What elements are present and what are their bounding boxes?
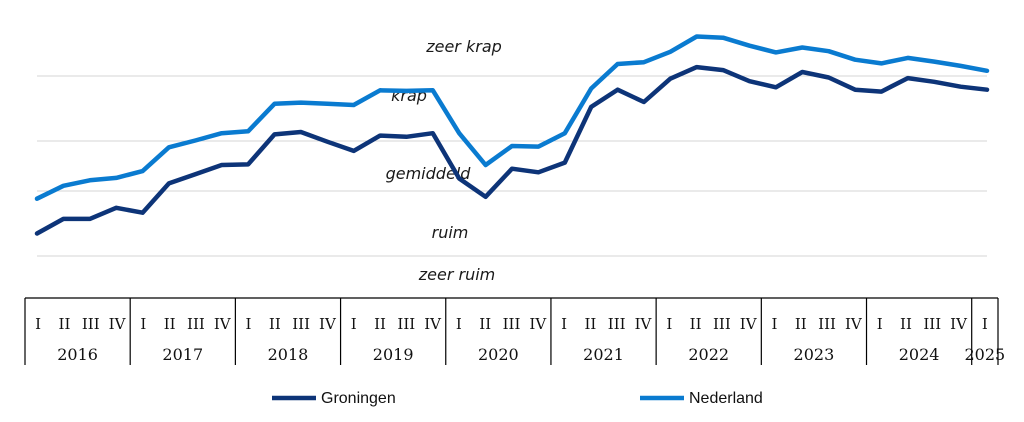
quarter-tick-label: II	[795, 315, 807, 333]
quarter-tick-label: IV	[845, 315, 863, 333]
quarter-tick-label: IV	[319, 315, 337, 333]
quarter-tick-label: I	[246, 315, 252, 333]
quarter-tick-label: IV	[740, 315, 758, 333]
series-lines	[34, 34, 990, 236]
quarter-tick-label: III	[713, 315, 731, 333]
quarter-tick-label: I	[666, 315, 672, 333]
quarter-tick-label: IV	[214, 315, 232, 333]
quarter-tick-label: II	[59, 315, 71, 333]
x-axis-table: I II III IV I II III IV I II III IV I II III IV I II III IV…	[24, 297, 1005, 365]
series-line-nederland	[34, 34, 990, 201]
band-label-zeer-ruim: zeer ruim	[418, 265, 496, 284]
quarter-tick-label: I	[140, 315, 146, 333]
year-tick-label: 2024	[899, 345, 940, 364]
quarter-tick-label: II	[269, 315, 281, 333]
quarter-tick-label: III	[292, 315, 310, 333]
band-label-zeer-krap: zeer krap	[425, 37, 502, 56]
quarter-tick-label: IV	[635, 315, 653, 333]
quarter-tick-label: II	[690, 315, 702, 333]
quarter-tick-label: II	[479, 315, 491, 333]
quarter-tick-label: III	[818, 315, 836, 333]
quarter-tick-label: III	[82, 315, 100, 333]
quarter-tick-label: II	[164, 315, 176, 333]
year-tick-label: 2017	[162, 345, 203, 364]
quarter-tick-label: III	[187, 315, 205, 333]
quarter-tick-label: III	[503, 315, 521, 333]
year-tick-label: 2016	[57, 345, 98, 364]
quarter-tick-label: I	[561, 315, 567, 333]
quarter-tick-label: II	[584, 315, 596, 333]
quarter-tick-label: I	[877, 315, 883, 333]
legend-label-groningen: Groningen	[321, 390, 396, 407]
quarter-tick-label: II	[900, 315, 912, 333]
legend: Groningen Nederland	[272, 390, 763, 407]
band-label-gemiddeld: gemiddeld	[386, 164, 472, 183]
quarter-tick-label: III	[608, 315, 626, 333]
quarter-tick-label: IV	[529, 315, 547, 333]
quarter-tick-label: III	[923, 315, 941, 333]
quarter-tick-label: III	[397, 315, 415, 333]
quarter-tick-label: I	[982, 315, 988, 333]
band-labels: zeer krap krap gemiddeld ruim zeer ruim	[386, 37, 502, 284]
year-tick-label: 2025	[964, 345, 1005, 364]
quarter-tick-label: IV	[950, 315, 968, 333]
year-tick-label: 2021	[583, 345, 624, 364]
band-label-ruim: ruim	[432, 223, 469, 242]
year-tick-label: 2022	[688, 345, 729, 364]
year-tick-label: 2018	[268, 345, 309, 364]
quarter-tick-label: I	[35, 315, 41, 333]
quarter-tick-label: IV	[424, 315, 442, 333]
quarter-tick-label: I	[456, 315, 462, 333]
year-tick-label: 2019	[373, 345, 414, 364]
gridlines	[37, 75, 987, 257]
year-tick-label: 2023	[794, 345, 835, 364]
quarter-tick-label: IV	[109, 315, 127, 333]
series-line-groningen	[34, 64, 990, 236]
legend-label-nederland: Nederland	[689, 390, 763, 407]
quarter-tick-label: II	[374, 315, 386, 333]
quarter-tick-label: I	[772, 315, 778, 333]
quarter-tick-label: I	[351, 315, 357, 333]
year-tick-label: 2020	[478, 345, 519, 364]
